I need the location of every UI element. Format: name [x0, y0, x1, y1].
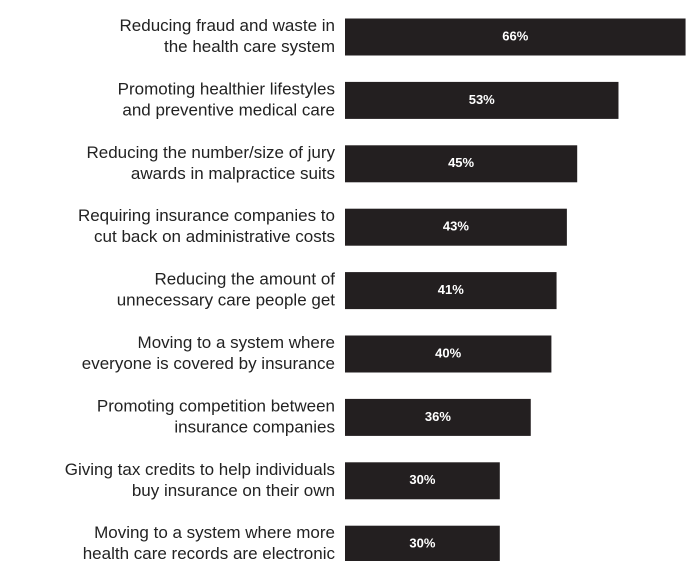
category-label: Promoting competition between: [97, 396, 335, 415]
category-label: Moving to a system where more: [94, 523, 335, 542]
category-label: everyone is covered by insurance: [82, 354, 335, 373]
category-label: health care records are electronic: [83, 544, 336, 561]
category-label: awards in malpractice suits: [131, 164, 335, 183]
bar: [345, 145, 578, 183]
category-label: Moving to a system where: [138, 333, 335, 352]
value-label: 36%: [425, 409, 451, 424]
bar: [345, 335, 552, 373]
bar: [345, 462, 500, 500]
bar: [345, 18, 686, 56]
category-label: Promoting healthier lifestyles: [118, 79, 335, 98]
bar: [345, 272, 557, 310]
category-label: buy insurance on their own: [132, 481, 335, 500]
category-label: the health care system: [164, 37, 335, 56]
category-label: Requiring insurance companies to: [78, 206, 335, 225]
category-label: Giving tax credits to help individuals: [65, 460, 335, 479]
value-label: 40%: [435, 345, 461, 360]
category-label: insurance companies: [174, 417, 335, 436]
category-label: cut back on administrative costs: [94, 227, 335, 246]
value-label: 30%: [409, 536, 435, 551]
bar: [345, 525, 500, 561]
category-label: Reducing fraud and waste in: [120, 16, 335, 35]
value-label: 41%: [438, 282, 464, 297]
category-label: Reducing the amount of: [154, 270, 335, 289]
value-label: 45%: [448, 155, 474, 170]
value-label: 30%: [409, 472, 435, 487]
value-label: 43%: [443, 219, 469, 234]
value-label: 53%: [469, 92, 495, 107]
bar: [345, 208, 567, 246]
category-label: Reducing the number/size of jury: [86, 143, 335, 162]
bar: [345, 398, 531, 436]
category-label: and preventive medical care: [122, 100, 335, 119]
value-label: 66%: [502, 28, 528, 43]
bar: [345, 81, 619, 119]
category-label: unnecessary care people get: [117, 291, 336, 310]
